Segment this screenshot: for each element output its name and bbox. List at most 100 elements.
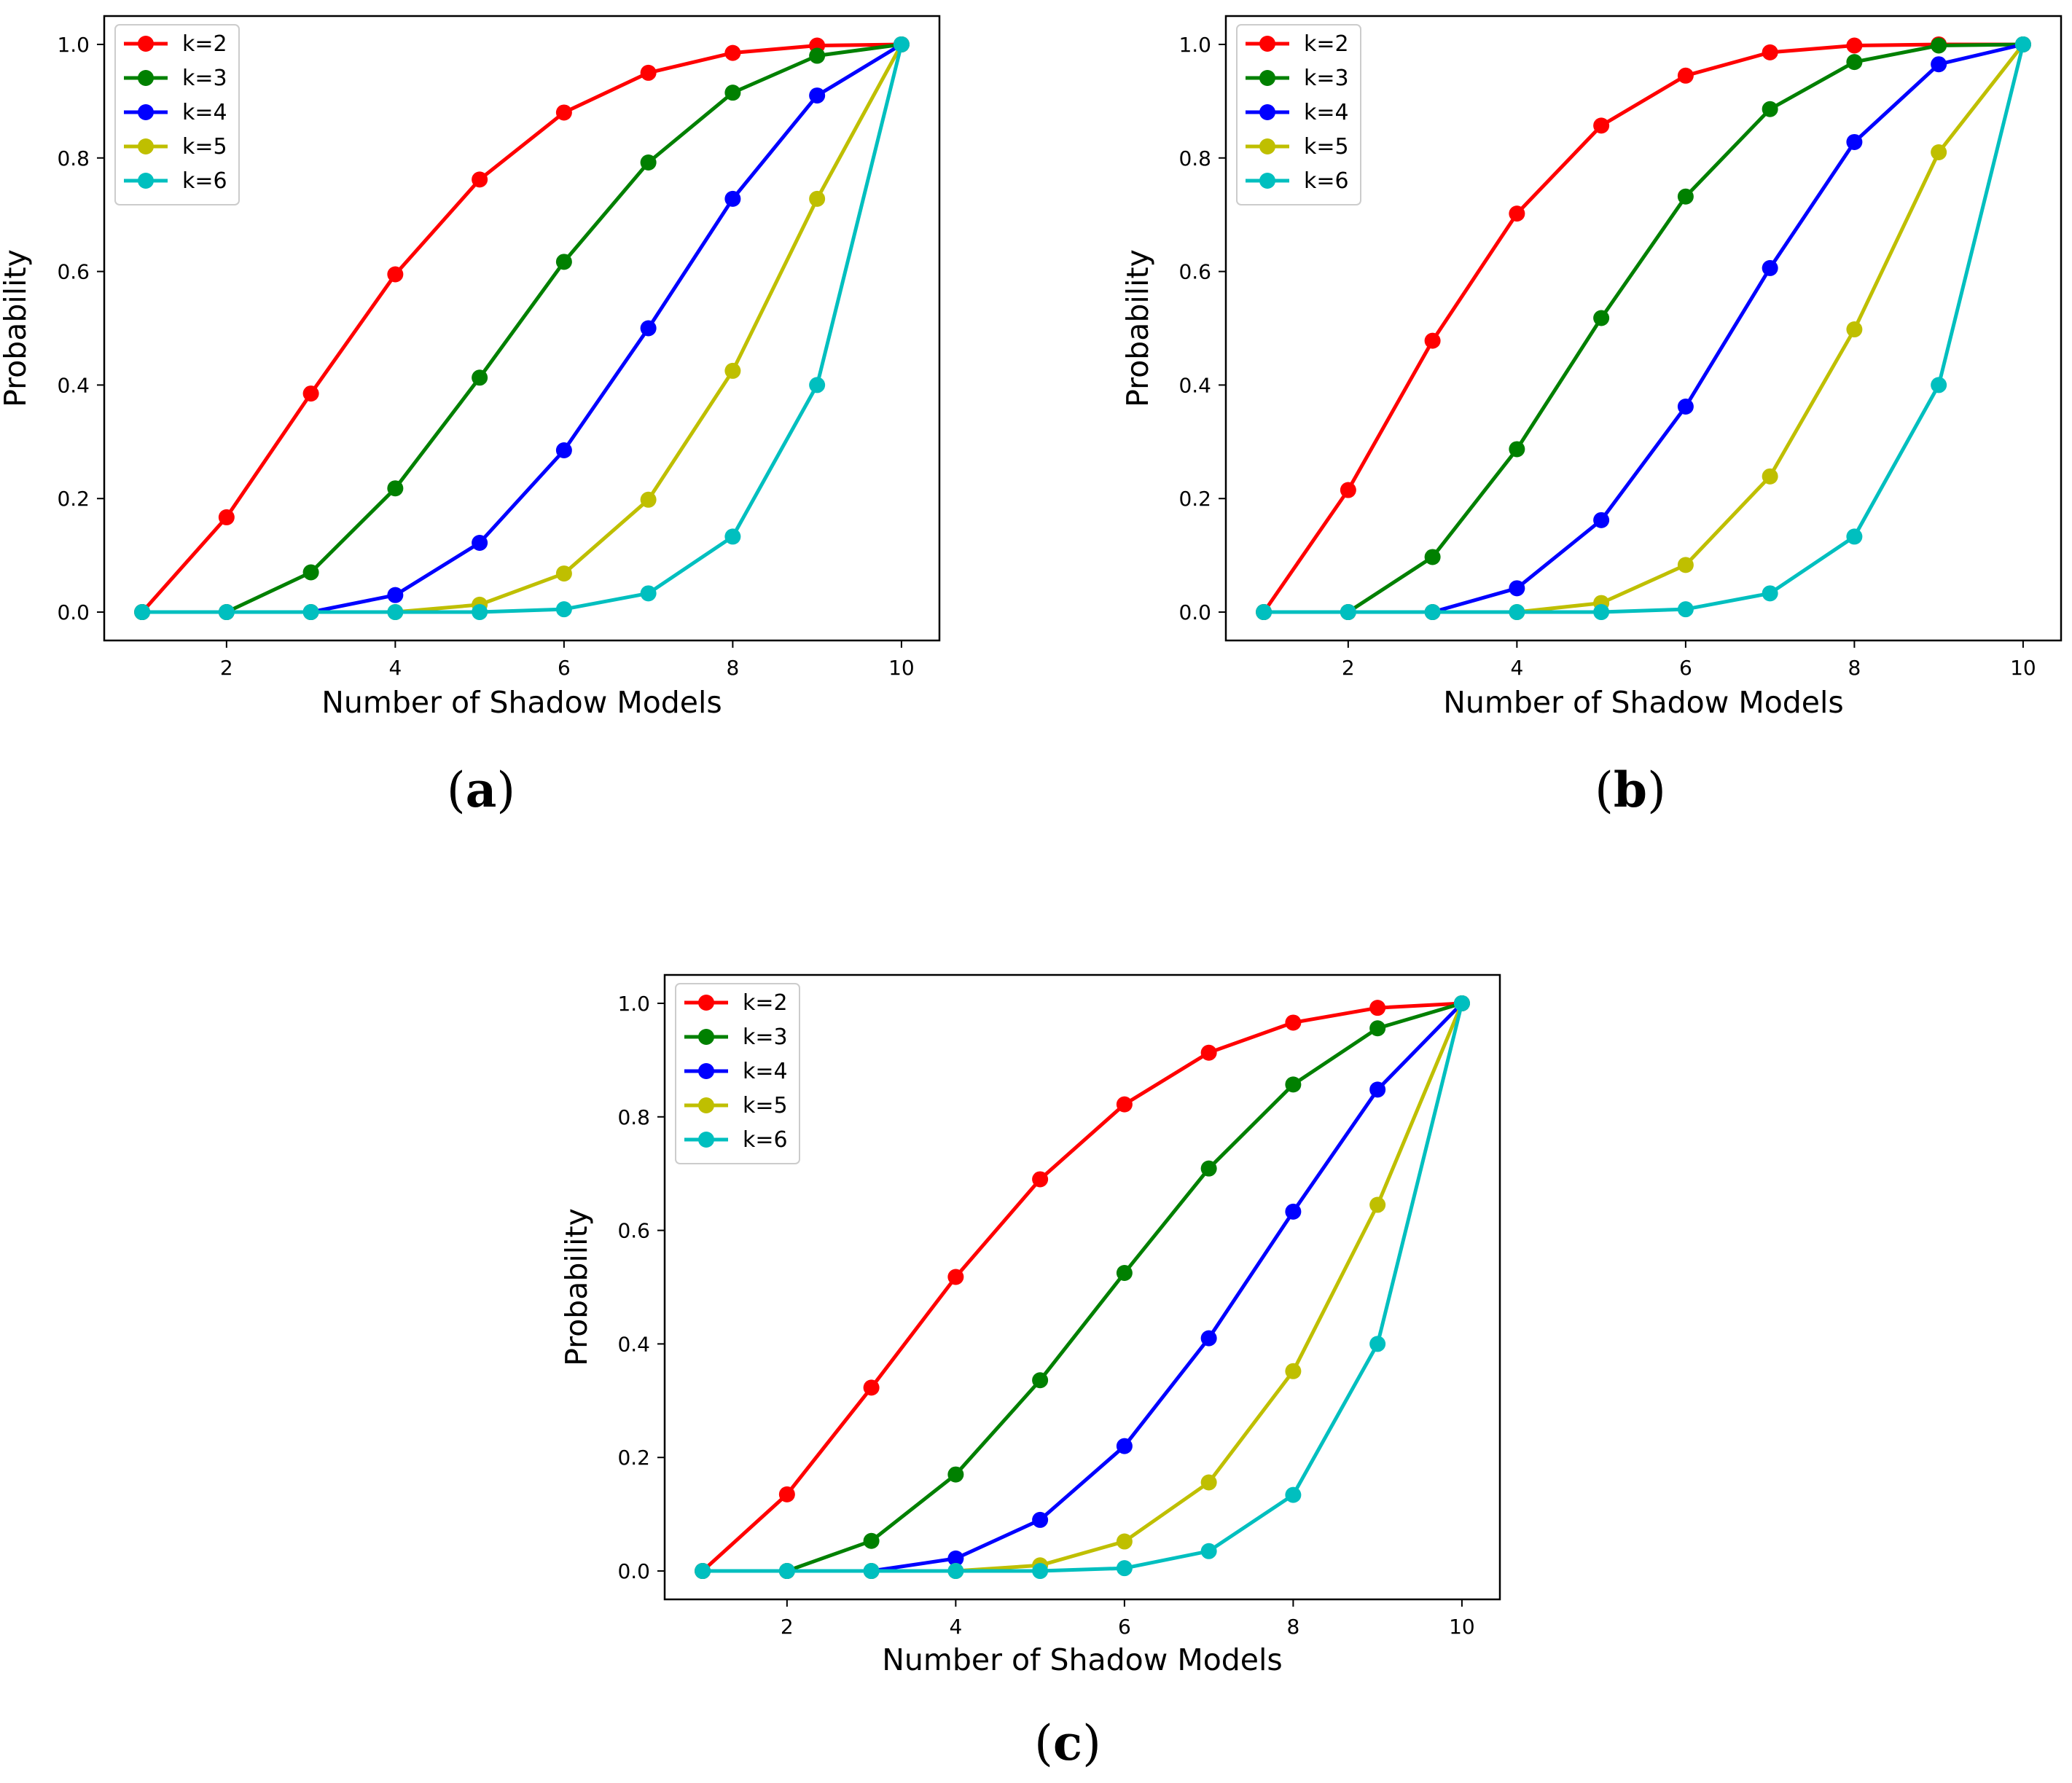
data-point-k=6 xyxy=(555,601,572,618)
data-point-k=4 xyxy=(1032,1511,1049,1528)
data-point-k=5 xyxy=(1762,468,1778,485)
y-tick-label: 0.2 xyxy=(617,1446,650,1470)
legend-box xyxy=(675,983,800,1164)
data-point-k=3 xyxy=(387,480,404,497)
series-line-k=4 xyxy=(703,1002,1463,1573)
legend-marker-k=6 xyxy=(138,173,154,189)
data-point-k=2 xyxy=(1369,1000,1386,1016)
series-line-k=5 xyxy=(703,1003,1464,1573)
data-point-k=6 xyxy=(1369,1336,1386,1352)
data-point-k=3 xyxy=(640,154,657,171)
x-axis-label: Number of Shadow Models xyxy=(1443,685,1844,720)
panel-c: 2 4 6 8 10 0.0 0.2 0.4 0.6 0.8 1.0 k=2 k=3 k=4 k=5 k=6 N… xyxy=(559,973,1501,1771)
x-tick-label: 4 xyxy=(1510,656,1523,680)
plot-frame xyxy=(103,15,941,642)
data-point-k=4 xyxy=(947,1550,964,1567)
data-point-k=4 xyxy=(1200,1330,1217,1347)
data-point-k=3 xyxy=(809,47,826,64)
series-line-k=4 xyxy=(1264,42,2024,614)
x-tick-label: 10 xyxy=(1449,1615,1475,1639)
x-tick-label: 10 xyxy=(2010,656,2036,680)
legend-label: k=2 xyxy=(182,31,227,57)
legend-label: k=2 xyxy=(1304,31,1349,57)
caption-open-paren: ( xyxy=(447,762,466,818)
caption-close-paren: ) xyxy=(1082,1715,1101,1771)
legend: k=2 k=3 k=4 k=5 k=6 xyxy=(114,24,240,205)
data-point-k=3 xyxy=(1032,1372,1049,1389)
data-point-k=2 xyxy=(1116,1096,1133,1113)
legend-label: k=5 xyxy=(743,1093,788,1118)
data-point-k=6 xyxy=(1032,1563,1049,1580)
data-point-k=6 xyxy=(387,604,404,621)
legend-marker-k=5 xyxy=(138,138,154,154)
data-point-k=2 xyxy=(947,1269,964,1285)
data-point-k=5 xyxy=(1200,1474,1217,1491)
x-tick-label: 8 xyxy=(726,656,739,680)
data-point-k=3 xyxy=(1369,1020,1386,1037)
series-line-k=2 xyxy=(1262,42,2023,614)
data-point-k=6 xyxy=(695,1563,711,1580)
x-tick-label: 6 xyxy=(1679,656,1692,680)
data-point-k=6 xyxy=(893,36,910,52)
y-tick-label: 0.4 xyxy=(1178,373,1211,397)
legend-label: k=4 xyxy=(182,100,227,125)
data-point-k=6 xyxy=(1285,1486,1302,1503)
legend-label: k=4 xyxy=(1304,100,1349,125)
x-axis-label: Number of Shadow Models xyxy=(882,1642,1283,1677)
y-tick-label: 0.8 xyxy=(1178,146,1211,171)
y-tick-label: 0.2 xyxy=(57,487,90,511)
x-tick-label: 4 xyxy=(388,656,402,680)
x-tick-label: 6 xyxy=(558,656,571,680)
legend-label: k=6 xyxy=(182,168,227,194)
panel-a: 2 4 6 8 10 0.0 0.2 0.4 0.6 0.8 1.0 k=2 k=3 k=4 k=5 k=6 N… xyxy=(0,15,941,818)
legend-marker-k=2 xyxy=(698,995,714,1011)
y-axis-label: Probability xyxy=(1120,249,1155,407)
data-point-k=6 xyxy=(1677,601,1694,618)
data-point-k=5 xyxy=(1285,1363,1302,1379)
data-point-k=3 xyxy=(1285,1076,1302,1093)
x-tick-label: 6 xyxy=(1118,1615,1131,1639)
legend-marker-k=2 xyxy=(138,36,154,52)
panel-b: 2 4 6 8 10 0.0 0.2 0.4 0.6 0.8 1.0 k=2 k=3 k=4 k=5 k=6 N… xyxy=(1120,15,2063,818)
x-tick-label: 4 xyxy=(949,1615,962,1639)
data-point-k=6 xyxy=(863,1563,880,1580)
legend-label: k=5 xyxy=(182,134,227,160)
y-tick-label: 1.0 xyxy=(1178,33,1211,57)
y-tick-label: 0.8 xyxy=(57,146,90,171)
legend-marker-k=4 xyxy=(698,1063,714,1079)
data-point-k=4 xyxy=(724,190,741,207)
caption-open-paren: ( xyxy=(1595,762,1614,818)
data-point-k=2 xyxy=(1509,205,1525,222)
data-point-k=6 xyxy=(1762,585,1778,602)
data-point-k=3 xyxy=(1509,441,1525,458)
data-point-k=2 xyxy=(778,1486,795,1502)
data-point-k=4 xyxy=(1369,1081,1386,1098)
legend-label: k=5 xyxy=(1304,134,1349,160)
series-line-k=6 xyxy=(142,44,904,614)
data-point-k=2 xyxy=(1424,332,1441,349)
data-point-k=4 xyxy=(1509,580,1525,597)
data-point-k=6 xyxy=(809,377,826,393)
y-tick-label: 0.0 xyxy=(57,600,90,624)
caption-close-paren: ) xyxy=(1647,762,1666,818)
data-point-k=3 xyxy=(472,369,488,386)
series-line-k=2 xyxy=(141,42,902,614)
data-point-k=5 xyxy=(640,491,657,508)
y-tick-label: 0.6 xyxy=(1178,260,1211,284)
data-point-k=2 xyxy=(1593,117,1610,134)
data-point-k=5 xyxy=(1931,144,1947,160)
data-point-k=4 xyxy=(1846,133,1863,150)
panel-caption: (a) xyxy=(447,761,515,818)
y-tick-label: 0.4 xyxy=(617,1332,650,1356)
data-point-k=3 xyxy=(1116,1265,1133,1282)
caption-letter: c xyxy=(1053,1715,1082,1771)
x-tick-label: 8 xyxy=(1848,656,1861,680)
data-point-k=4 xyxy=(1677,399,1694,415)
data-point-k=3 xyxy=(1762,101,1778,117)
data-point-k=3 xyxy=(947,1466,964,1483)
legend: k=2 k=3 k=4 k=5 k=6 xyxy=(675,983,800,1164)
data-point-k=6 xyxy=(1256,604,1272,621)
data-point-k=5 xyxy=(724,362,741,379)
data-point-k=6 xyxy=(1453,995,1470,1011)
x-tick-label: 2 xyxy=(781,1615,794,1639)
